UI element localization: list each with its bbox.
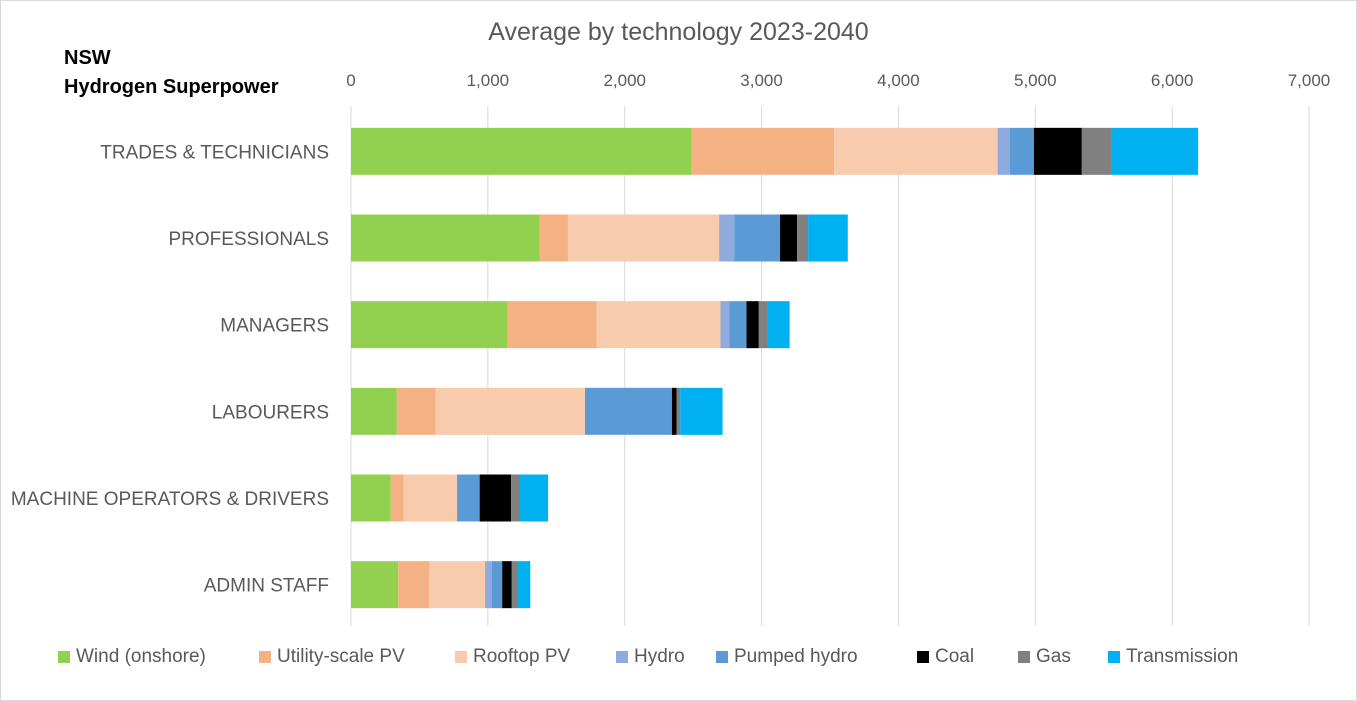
- legend-item: Rooftop PV: [455, 646, 570, 668]
- bar-segment: [997, 127, 1010, 175]
- bar-segment: [351, 474, 391, 522]
- region-label: NSW: [64, 47, 111, 69]
- bar-segment: [1009, 127, 1034, 175]
- bar-segment: [585, 387, 672, 435]
- bar-segment: [351, 561, 399, 609]
- chart-title: Average by technology 2023-2040: [0, 18, 1357, 47]
- legend-swatch: [259, 651, 271, 663]
- bar-segment: [351, 301, 508, 349]
- legend-label: Pumped hydro: [734, 646, 858, 667]
- category-label: ADMIN STAFF: [204, 576, 329, 597]
- scenario-label: Hydrogen Superpower: [64, 76, 279, 98]
- bar-segment: [746, 301, 759, 349]
- legend-label: Coal: [935, 646, 975, 667]
- x-tick-label: 4,000: [877, 71, 920, 90]
- x-tick-label: 2,000: [603, 71, 646, 90]
- category-labels: TRADES & TECHNICIANS PROFESSIONALS MANAGER…: [11, 142, 329, 596]
- legend-swatch: [616, 651, 628, 663]
- bar-segment: [517, 561, 531, 609]
- legend-item: Wind (onshore): [58, 646, 206, 668]
- bar-segment: [676, 387, 681, 435]
- chart-title-text: Average by technology 2023-2040: [488, 18, 869, 46]
- legend-swatch: [716, 651, 728, 663]
- legend-swatch: [1018, 651, 1030, 663]
- x-tick-label: 6,000: [1151, 71, 1194, 90]
- legend-item: Transmission: [1108, 646, 1238, 668]
- bar-segment: [680, 387, 723, 435]
- bar-segment: [758, 301, 768, 349]
- bar-segment: [567, 214, 720, 262]
- legend-swatch: [58, 651, 70, 663]
- category-label: PROFESSIONALS: [169, 229, 330, 250]
- bar-segment: [767, 301, 790, 349]
- bar-segment: [511, 474, 521, 522]
- bars: [351, 127, 1199, 609]
- bar-segment: [502, 561, 512, 609]
- bar-segment: [808, 214, 848, 262]
- x-tick-label: 5,000: [1014, 71, 1057, 90]
- x-tick-label: 3,000: [740, 71, 783, 90]
- x-axis-ticks: 0 1,000 2,000 3,000 4,000 5,000 6,000 7,000: [346, 71, 1330, 90]
- bar-segment: [1033, 127, 1082, 175]
- x-tick-label: 0: [346, 71, 355, 90]
- bar-segment: [720, 301, 730, 349]
- legend-label: Rooftop PV: [473, 646, 571, 667]
- bar-segment: [351, 127, 692, 175]
- bar-segment: [734, 214, 781, 262]
- bar-segment: [1111, 127, 1199, 175]
- legend-label: Transmission: [1126, 646, 1239, 667]
- category-label: TRADES & TECHNICIANS: [100, 142, 329, 163]
- category-label: MACHINE OPERATORS & DRIVERS: [11, 489, 329, 510]
- legend-item: Gas: [1018, 646, 1071, 668]
- legend: Wind (onshore) Utility-scale PV Rooftop PV…: [0, 646, 1357, 674]
- legend-item: Pumped hydro: [716, 646, 858, 668]
- legend-swatch: [455, 651, 467, 663]
- bar-segment: [351, 387, 397, 435]
- legend-label: Hydro: [634, 646, 685, 667]
- legend-item: Hydro: [616, 646, 685, 668]
- category-label: LABOURERS: [212, 402, 329, 423]
- bar-segment: [435, 387, 586, 435]
- bar-segment: [351, 214, 540, 262]
- bar-segment: [539, 214, 568, 262]
- bar-segment: [396, 387, 436, 435]
- bar-segment: [390, 474, 404, 522]
- legend-label: Wind (onshore): [76, 646, 206, 667]
- bar-segment: [520, 474, 549, 522]
- bar-segment: [479, 474, 512, 522]
- bar-segment: [429, 561, 486, 609]
- bar-segment: [491, 561, 503, 609]
- bar-segment: [797, 214, 809, 262]
- gridlines: [350, 106, 1310, 626]
- legend-item: Utility-scale PV: [259, 646, 405, 668]
- bar-segment: [834, 127, 998, 175]
- bar-segment: [398, 561, 430, 609]
- bar-segment: [1081, 127, 1112, 175]
- legend-swatch: [1108, 651, 1120, 663]
- category-label: MANAGERS: [220, 316, 329, 337]
- bar-segment: [671, 387, 677, 435]
- legend-item: Coal: [917, 646, 974, 668]
- bar-segment: [780, 214, 798, 262]
- x-tick-label: 7,000: [1288, 71, 1331, 90]
- bar-segment: [511, 561, 518, 609]
- bar-segment: [403, 474, 458, 522]
- bar-segment: [457, 474, 480, 522]
- bar-segment: [596, 301, 721, 349]
- legend-label: Utility-scale PV: [277, 646, 405, 667]
- scenario-header: NSW Hydrogen Superpower: [64, 44, 278, 102]
- bar-segment: [485, 561, 492, 609]
- legend-label: Gas: [1036, 646, 1071, 667]
- bar-segment: [719, 214, 735, 262]
- legend-swatch: [917, 651, 929, 663]
- bar-segment: [507, 301, 597, 349]
- bar-segment: [729, 301, 747, 349]
- x-tick-label: 1,000: [467, 71, 510, 90]
- bar-segment: [691, 127, 835, 175]
